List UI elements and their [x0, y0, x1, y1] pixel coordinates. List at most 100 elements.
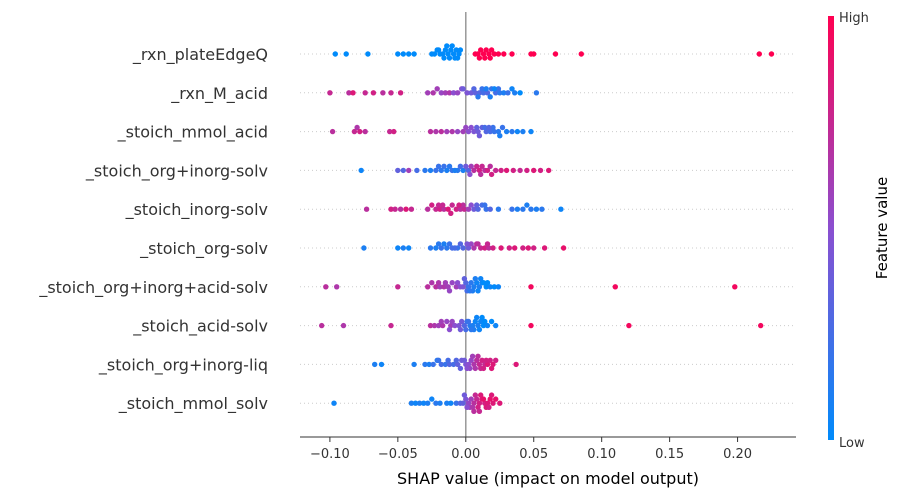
- shap-point: [503, 128, 510, 135]
- shap-point: [498, 245, 504, 251]
- feature-label: _stoich_org+inorg-liq: [98, 355, 268, 375]
- shap-point: [487, 284, 493, 290]
- shap-point: [460, 284, 466, 290]
- shap-point: [546, 167, 552, 174]
- shap-point: [487, 163, 493, 169]
- shap-point: [578, 51, 584, 57]
- shap-point: [397, 90, 404, 96]
- shap-point: [449, 128, 455, 135]
- shap-point: [478, 47, 484, 53]
- shap-point: [378, 361, 385, 368]
- shap-point: [491, 86, 497, 92]
- shap-point: [482, 245, 488, 251]
- x-tick-label: −0.10: [310, 447, 350, 462]
- shap-point: [478, 171, 484, 178]
- shap-point: [463, 326, 469, 333]
- shap-point: [431, 322, 438, 329]
- shap-point: [517, 167, 523, 174]
- shap-point: [483, 357, 489, 363]
- shap-point: [454, 55, 461, 61]
- shap-point: [453, 400, 459, 406]
- shap-point: [533, 90, 540, 96]
- shap-point: [422, 167, 428, 174]
- shap-point: [490, 245, 496, 251]
- shap-point: [493, 396, 499, 402]
- shap-point: [491, 284, 497, 290]
- shap-point: [472, 392, 478, 398]
- shap-point: [429, 202, 435, 208]
- shap-point: [445, 357, 451, 363]
- shap-point: [438, 128, 444, 135]
- shap-point: [528, 284, 534, 290]
- shap-point: [525, 245, 531, 251]
- shap-point: [448, 47, 454, 53]
- shap-point: [388, 322, 394, 329]
- shap-point: [461, 392, 468, 398]
- shap-point: [441, 284, 447, 290]
- shap-point: [438, 245, 444, 251]
- shap-point: [457, 241, 464, 247]
- feature-label: _stoich_org+inorg-solv: [85, 161, 268, 181]
- shap-point: [487, 94, 493, 100]
- shap-point: [626, 322, 632, 329]
- shap-point: [512, 245, 518, 251]
- shap-point: [468, 326, 474, 333]
- shap-point: [465, 128, 472, 135]
- shap-point: [497, 133, 503, 139]
- shap-point: [438, 90, 444, 96]
- shap-point: [464, 404, 470, 410]
- shap-point: [487, 206, 493, 212]
- shap-point: [468, 241, 474, 247]
- shap-point: [469, 353, 476, 359]
- shap-point: [482, 55, 488, 61]
- shap-point: [456, 202, 462, 208]
- shap-point: [468, 280, 474, 286]
- shap-point: [491, 128, 497, 135]
- shap-point: [327, 90, 333, 96]
- shap-point: [444, 245, 450, 251]
- shap-point: [357, 128, 363, 135]
- feature-label: _stoich_acid-solv: [132, 317, 268, 337]
- shap-point: [444, 43, 450, 49]
- shap-point: [440, 202, 446, 208]
- shap-point: [472, 276, 478, 282]
- shap-point: [528, 206, 534, 212]
- shap-point: [438, 167, 444, 174]
- x-axis-ticks: −0.10 −0.05 0.00 0.05 0.10 0.15 0.20: [310, 437, 752, 462]
- shap-point: [433, 245, 439, 251]
- shap-point: [350, 90, 356, 96]
- shap-point: [460, 400, 466, 406]
- shap-point: [464, 241, 470, 247]
- shap-point: [531, 167, 537, 174]
- shap-point: [425, 284, 431, 290]
- shap-point: [463, 163, 469, 169]
- shap-point: [497, 400, 503, 406]
- shap-point: [471, 86, 477, 92]
- colorbar-title: Feature value: [873, 177, 891, 279]
- shap-point: [487, 357, 493, 363]
- shap-point: [449, 43, 455, 49]
- shap-point: [512, 90, 518, 96]
- shap-point: [487, 128, 493, 135]
- colorbar-gradient: [828, 16, 834, 440]
- shap-point: [395, 51, 401, 57]
- shap-point: [484, 361, 491, 368]
- shap-point: [467, 171, 473, 178]
- shap-point: [319, 322, 325, 329]
- shap-point: [475, 288, 481, 294]
- x-tick-label: 0.10: [587, 447, 616, 462]
- shap-point: [501, 90, 507, 96]
- shap-point: [471, 400, 477, 406]
- shap-point: [457, 206, 464, 212]
- shap-point: [346, 90, 352, 96]
- shap-point: [460, 86, 466, 92]
- shap-point: [351, 128, 358, 135]
- shap-point: [453, 206, 459, 212]
- shap-point: [444, 128, 450, 135]
- shap-point: [392, 206, 398, 212]
- shap-point: [528, 128, 534, 135]
- shap-point: [465, 318, 472, 325]
- shap-point: [483, 284, 489, 290]
- shap-point: [435, 241, 442, 247]
- shap-point: [365, 51, 371, 57]
